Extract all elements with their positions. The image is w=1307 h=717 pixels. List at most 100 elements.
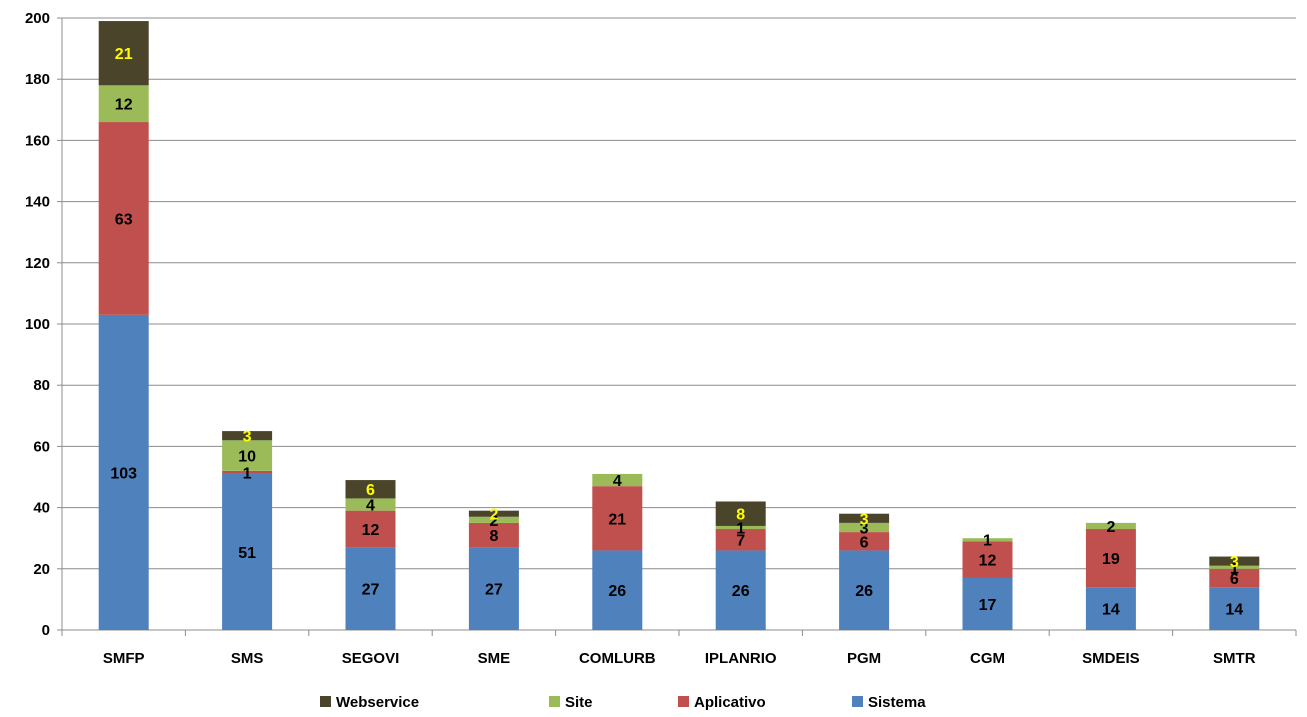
bar-segment-site bbox=[345, 498, 396, 511]
bar-segment-site bbox=[592, 473, 643, 487]
bar-segment-sistema bbox=[839, 550, 890, 630]
bar-segment-aplicativo bbox=[592, 486, 643, 551]
bar-segment-site bbox=[1209, 565, 1260, 569]
bar-segment-site bbox=[468, 516, 519, 523]
y-tick-label: 120 bbox=[25, 255, 50, 272]
data-label-aplicativo: 12 bbox=[362, 522, 380, 539]
bar-segment-webservice bbox=[715, 501, 766, 526]
legend-label-sistema: Sistema bbox=[868, 694, 926, 711]
bar-segment-sistema bbox=[345, 547, 396, 630]
legend-label-aplicativo: Aplicativo bbox=[694, 694, 766, 711]
y-tick-label: 140 bbox=[25, 194, 50, 211]
legend-label-webservice: Webservice bbox=[336, 694, 419, 711]
data-label-sistema: 27 bbox=[485, 582, 503, 599]
legend-swatch-webservice bbox=[320, 696, 331, 707]
x-tick-label: PGM bbox=[847, 650, 881, 667]
x-tick-label: SMFP bbox=[103, 650, 145, 667]
bar-segment-aplicativo bbox=[98, 122, 149, 315]
bar-segment-webservice bbox=[345, 480, 396, 499]
bar-segment-webservice bbox=[839, 513, 890, 523]
bar-segment-site bbox=[839, 522, 890, 533]
data-label-sistema: 27 bbox=[362, 582, 380, 599]
x-tick-label: CGM bbox=[970, 650, 1005, 667]
bar-segment-site bbox=[98, 85, 149, 123]
y-tick-label: 0 bbox=[42, 622, 50, 639]
data-label-site: 12 bbox=[115, 97, 133, 114]
bar-segment-aplicativo bbox=[345, 510, 396, 548]
data-label-sistema: 26 bbox=[855, 583, 873, 600]
bar-segment-aplicativo bbox=[839, 532, 890, 551]
y-tick-label: 40 bbox=[33, 500, 50, 517]
x-tick-label: SME bbox=[478, 650, 511, 667]
bar-segment-sistema bbox=[1085, 587, 1136, 630]
data-label-site: 3 bbox=[860, 520, 869, 537]
bar-segment-aplicativo bbox=[468, 522, 519, 548]
data-label-aplicativo: 12 bbox=[979, 553, 997, 570]
data-label-webservice: 3 bbox=[243, 429, 252, 446]
y-tick-label: 180 bbox=[25, 71, 50, 88]
bar-segment-aplicativo bbox=[222, 470, 273, 474]
legend-swatch-sistema bbox=[852, 696, 863, 707]
y-tick-label: 200 bbox=[25, 10, 50, 27]
data-label-webservice: 21 bbox=[115, 46, 133, 63]
data-label-webservice: 3 bbox=[860, 511, 869, 528]
bar-segment-site bbox=[222, 440, 273, 471]
legend-label-site: Site bbox=[565, 694, 593, 711]
x-tick-label: SMTR bbox=[1213, 650, 1256, 667]
data-label-site: 2 bbox=[1106, 519, 1115, 536]
data-label-site: 10 bbox=[238, 449, 256, 466]
data-label-site: 1 bbox=[1230, 560, 1239, 577]
data-label-aplicativo: 63 bbox=[115, 211, 133, 228]
bar-segment-webservice bbox=[98, 21, 149, 86]
data-label-site: 2 bbox=[489, 513, 498, 530]
x-tick-label: SMDEIS bbox=[1082, 650, 1140, 667]
legend-swatch-aplicativo bbox=[678, 696, 689, 707]
bar-segment-aplicativo bbox=[1085, 529, 1136, 588]
bar-segment-sistema bbox=[715, 550, 766, 630]
data-label-aplicativo: 8 bbox=[489, 528, 498, 545]
bar-segment-sistema bbox=[1209, 587, 1260, 630]
bar-segment-webservice bbox=[468, 510, 519, 517]
data-label-site: 1 bbox=[736, 520, 745, 537]
data-label-sistema: 17 bbox=[979, 597, 997, 614]
y-tick-label: 160 bbox=[25, 132, 50, 149]
data-label-sistema: 26 bbox=[608, 583, 626, 600]
bar-segment-sistema bbox=[468, 547, 519, 630]
data-label-sistema: 51 bbox=[238, 545, 256, 562]
data-label-sistema: 26 bbox=[732, 583, 750, 600]
bar-segment-sistema bbox=[592, 550, 643, 630]
bar-segment-site bbox=[1085, 522, 1136, 530]
data-label-aplicativo: 1 bbox=[243, 465, 252, 482]
x-tick-label: SEGOVI bbox=[342, 650, 400, 667]
bar-segment-sistema bbox=[98, 314, 149, 630]
data-label-aplicativo: 19 bbox=[1102, 551, 1120, 568]
x-tick-label: COMLURB bbox=[579, 650, 656, 667]
data-label-aplicativo: 6 bbox=[860, 534, 869, 551]
bar-segment-aplicativo bbox=[962, 541, 1013, 578]
x-tick-label: SMS bbox=[231, 650, 264, 667]
data-label-sistema: 14 bbox=[1102, 602, 1120, 619]
legend-swatch-site bbox=[549, 696, 560, 707]
data-label-webservice: 8 bbox=[736, 507, 745, 524]
data-label-sistema: 103 bbox=[110, 465, 137, 482]
bar-segment-aplicativo bbox=[1209, 568, 1260, 588]
data-label-sistema: 14 bbox=[1225, 602, 1243, 619]
data-label-site: 4 bbox=[613, 473, 622, 490]
data-label-site: 4 bbox=[366, 498, 375, 515]
bar-segment-site bbox=[962, 538, 1013, 542]
data-label-webservice: 2 bbox=[489, 507, 498, 524]
bar-segment-aplicativo bbox=[715, 529, 766, 551]
y-tick-label: 20 bbox=[33, 561, 50, 578]
bar-segment-sistema bbox=[962, 577, 1013, 630]
data-label-webservice: 6 bbox=[366, 482, 375, 499]
data-label-aplicativo: 7 bbox=[736, 533, 745, 550]
data-label-aplicativo: 21 bbox=[608, 511, 626, 528]
y-tick-label: 80 bbox=[33, 377, 50, 394]
bar-segment-sistema bbox=[222, 473, 273, 630]
x-tick-label: IPLANRIO bbox=[705, 650, 777, 667]
y-tick-label: 60 bbox=[33, 438, 50, 455]
data-label-webservice: 3 bbox=[1230, 554, 1239, 571]
bar-segment-site bbox=[715, 525, 766, 530]
